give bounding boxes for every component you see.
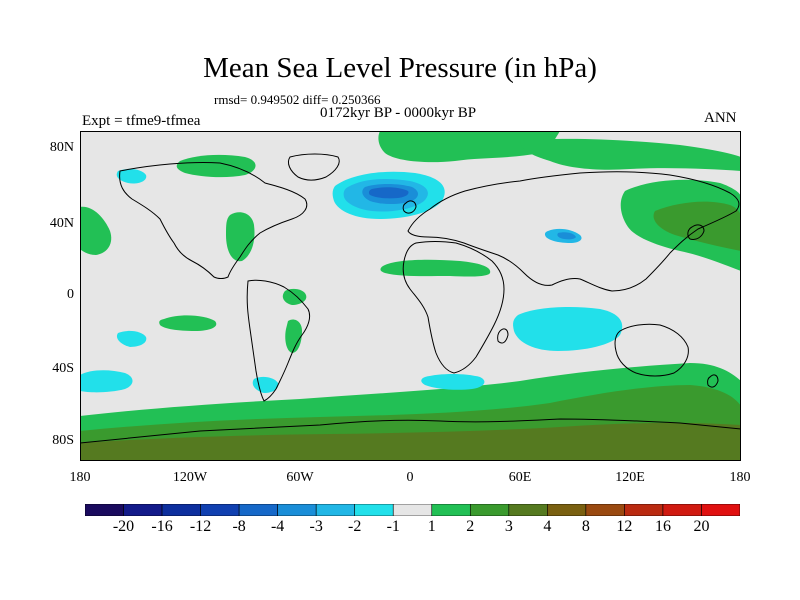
colorbar-label: -16 <box>151 518 173 535</box>
colorbar-label: 2 <box>466 518 475 535</box>
coast-antarctica <box>80 418 741 444</box>
neg-south-pacific-west <box>116 330 147 347</box>
neg-south-pacific-far <box>80 370 133 393</box>
colorbar-box <box>508 504 548 516</box>
lon-label-60w: 60W <box>286 470 314 485</box>
colorbar-box <box>469 504 510 516</box>
colorbar-label: 1 <box>427 518 436 535</box>
coast-europe-asia <box>407 171 740 292</box>
season-label: ANN <box>704 110 737 126</box>
colorbar-box <box>547 504 587 516</box>
lon-label-180e: 180 <box>729 470 751 485</box>
pos-north-pacific-west-mid <box>653 201 741 251</box>
neg-south-atlantic <box>421 374 485 390</box>
lat-label-equator: 0 <box>67 287 74 302</box>
colorbar-box <box>161 504 201 516</box>
neg-arctic-alaska <box>116 168 147 184</box>
coast-uk <box>402 200 417 214</box>
colorbar-label: 4 <box>543 518 552 535</box>
coast-madagascar <box>497 328 509 344</box>
lat-label-40s: 40S <box>52 361 74 376</box>
colorbar-label: -8 <box>232 518 246 535</box>
colorbar-label: 12 <box>616 518 633 535</box>
colorbar-label: -2 <box>348 518 362 535</box>
lon-label-0: 0 <box>406 470 414 485</box>
colorbar-label: -12 <box>189 518 212 535</box>
lon-label-60e: 60E <box>508 470 532 485</box>
colorbar-box <box>200 504 240 516</box>
colorbar-box <box>315 504 356 516</box>
pos-arctic-nw <box>176 154 256 178</box>
period-text: 0172kyr BP - 0000kyr BP <box>320 105 477 121</box>
experiment-label: Expt = tfme9-tfmea <box>82 113 201 129</box>
neg-central-asia-deep <box>557 232 576 240</box>
colorbar-label: -4 <box>270 518 285 535</box>
coast-north-america <box>119 161 308 279</box>
colorbar-box <box>123 504 163 516</box>
colorbar-label: 16 <box>654 518 671 535</box>
lat-label-80n: 80N <box>49 140 74 155</box>
coast-australia <box>614 323 689 377</box>
map-frame <box>80 131 741 461</box>
pos-south-america <box>285 319 302 353</box>
lon-label-120e: 120E <box>615 470 645 485</box>
pos-north-america <box>226 212 255 262</box>
colorbar <box>85 504 740 516</box>
pos-arctic-east <box>520 138 741 171</box>
colorbar-box <box>624 504 664 516</box>
colorbar-label: 3 <box>504 518 513 535</box>
coast-japan <box>687 224 705 240</box>
colorbar-label: 8 <box>581 518 590 535</box>
lat-label-80s: 80S <box>52 433 74 448</box>
pos-south-pacific <box>159 315 217 331</box>
pos-band-south-strong <box>80 422 741 461</box>
stats-text: rmsd= 0.949502 diff= 0.250366 <box>214 92 381 107</box>
pressure-map <box>80 131 741 461</box>
colorbar-box <box>354 504 394 516</box>
neg-north-atlantic-deep <box>368 187 409 199</box>
colorbar-box <box>85 504 124 516</box>
colorbar-box <box>277 504 317 516</box>
colorbar-box <box>662 504 702 516</box>
neg-south-america-south <box>252 376 279 393</box>
pos-tropical-atlantic <box>282 288 307 305</box>
coast-africa <box>402 241 505 374</box>
pos-arctic-north <box>378 131 560 163</box>
colorbar-box <box>431 504 471 516</box>
colorbar-box <box>585 504 625 516</box>
colorbar-label: 20 <box>693 518 710 535</box>
pos-north-africa <box>380 259 491 277</box>
pos-north-pacific-east <box>80 206 112 255</box>
lat-label-40n: 40N <box>49 216 74 231</box>
lon-label-180w: 180 <box>69 470 91 485</box>
colorbar-box <box>701 504 740 516</box>
colorbar-box <box>392 504 433 516</box>
colorbar-label: -20 <box>112 518 135 535</box>
colorbar-label: -1 <box>386 518 400 535</box>
map-title: Mean Sea Level Pressure (in hPa) <box>203 52 597 84</box>
lon-label-120w: 120W <box>172 470 208 485</box>
colorbar-label: -3 <box>309 518 323 535</box>
neg-indian-ocean <box>513 307 623 351</box>
coast-greenland <box>287 153 340 181</box>
colorbar-box <box>238 504 278 516</box>
coastlines <box>80 153 741 444</box>
coast-new-zealand <box>707 374 719 388</box>
coast-south-america <box>246 279 311 402</box>
